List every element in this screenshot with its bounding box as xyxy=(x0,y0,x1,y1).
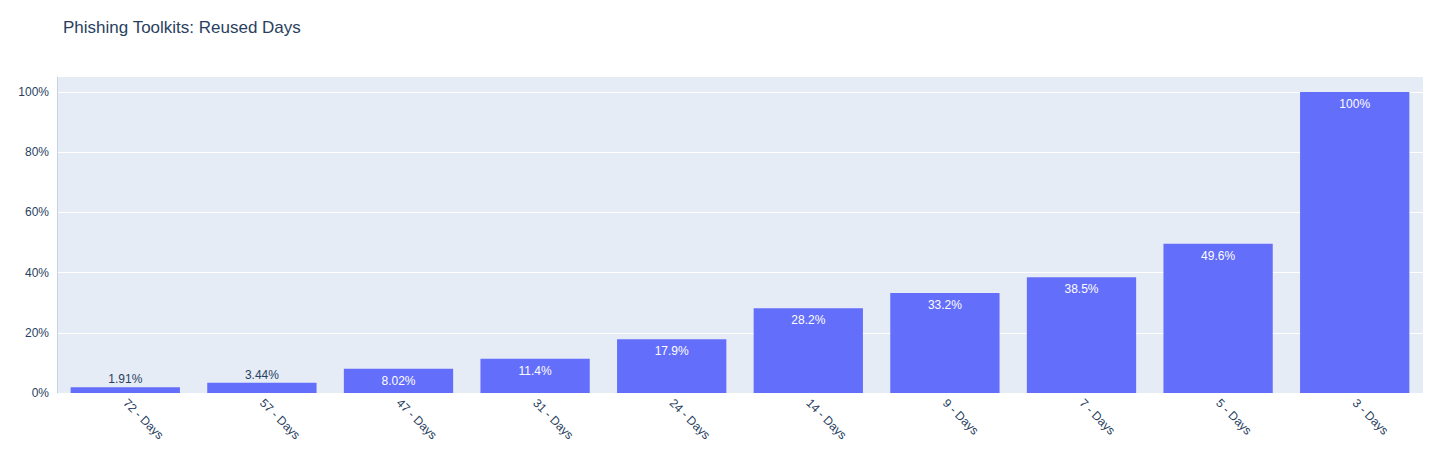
svg-text:60%: 60% xyxy=(25,205,49,219)
svg-text:38.5%: 38.5% xyxy=(1064,282,1098,296)
svg-text:33.2%: 33.2% xyxy=(928,298,962,312)
svg-text:11.4%: 11.4% xyxy=(519,364,552,378)
svg-text:1.91%: 1.91% xyxy=(108,372,142,386)
svg-text:9 - Days: 9 - Days xyxy=(940,396,981,437)
svg-text:47 - Days: 47 - Days xyxy=(394,396,440,442)
svg-text:20%: 20% xyxy=(25,326,49,340)
svg-text:17.9%: 17.9% xyxy=(655,344,689,358)
svg-text:80%: 80% xyxy=(25,145,49,159)
svg-text:3 - Days: 3 - Days xyxy=(1350,396,1391,437)
svg-text:8.02%: 8.02% xyxy=(381,374,415,388)
svg-text:57 - Days: 57 - Days xyxy=(257,396,303,442)
svg-text:40%: 40% xyxy=(25,266,49,280)
svg-text:72 - Days: 72 - Days xyxy=(120,396,166,442)
svg-text:100%: 100% xyxy=(1339,97,1370,111)
svg-text:0%: 0% xyxy=(32,386,50,400)
svg-text:7 - Days: 7 - Days xyxy=(1077,396,1118,437)
svg-text:5 - Days: 5 - Days xyxy=(1213,396,1254,437)
svg-text:14 - Days: 14 - Days xyxy=(803,396,849,442)
svg-text:28.2%: 28.2% xyxy=(791,313,825,327)
svg-text:24 - Days: 24 - Days xyxy=(667,396,713,442)
svg-text:Phishing Toolkits: Reused Days: Phishing Toolkits: Reused Days xyxy=(63,18,301,37)
svg-text:49.6%: 49.6% xyxy=(1201,249,1235,263)
svg-text:100%: 100% xyxy=(18,85,49,99)
svg-text:3.44%: 3.44% xyxy=(245,368,279,382)
svg-text:31 - Days: 31 - Days xyxy=(530,396,576,442)
